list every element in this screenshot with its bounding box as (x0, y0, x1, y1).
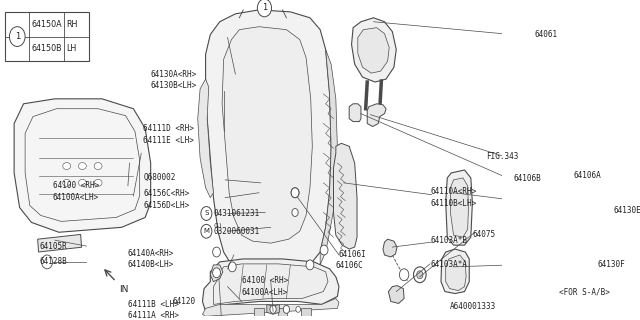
Circle shape (306, 260, 314, 270)
Text: 64111A <RH>: 64111A <RH> (128, 311, 179, 320)
Circle shape (228, 262, 236, 272)
Bar (6, 12, 90, 61)
Polygon shape (202, 299, 339, 316)
Polygon shape (349, 104, 361, 122)
Text: 0431061231: 0431061231 (213, 209, 260, 218)
Text: 1: 1 (262, 4, 267, 12)
Text: 64075: 64075 (472, 230, 495, 239)
Text: FIG.343: FIG.343 (486, 152, 519, 161)
Text: 64111B <LH>: 64111B <LH> (128, 300, 179, 309)
Text: 64106B: 64106B (513, 174, 541, 183)
Text: 64103A*A: 64103A*A (431, 260, 468, 269)
Text: 64130B<LH>: 64130B<LH> (150, 82, 197, 91)
Circle shape (417, 271, 423, 279)
Text: Q680002: Q680002 (143, 173, 176, 182)
Circle shape (292, 209, 298, 216)
Text: 64130A<RH>: 64130A<RH> (150, 70, 197, 79)
Text: LH: LH (67, 44, 77, 53)
Text: 64106A: 64106A (573, 172, 602, 180)
Polygon shape (367, 104, 386, 126)
Polygon shape (213, 264, 328, 304)
Ellipse shape (63, 180, 70, 186)
Text: 64106C: 64106C (335, 261, 363, 270)
Polygon shape (267, 304, 279, 314)
Text: 64061: 64061 (534, 30, 557, 39)
Circle shape (399, 269, 409, 281)
Ellipse shape (94, 163, 102, 170)
Polygon shape (445, 255, 466, 291)
Text: (1): (1) (213, 223, 222, 228)
Text: 64150A: 64150A (31, 20, 62, 29)
Circle shape (201, 224, 212, 238)
Circle shape (270, 305, 276, 313)
Polygon shape (441, 249, 469, 293)
Bar (38, 235, 81, 252)
Text: 64100A<LH>: 64100A<LH> (242, 288, 288, 297)
Text: 64111E <LH>: 64111E <LH> (143, 136, 194, 145)
Circle shape (291, 188, 299, 198)
Text: 64130E: 64130E (614, 206, 640, 215)
Circle shape (291, 188, 299, 198)
Ellipse shape (79, 163, 86, 170)
Text: IN: IN (119, 285, 129, 294)
Circle shape (296, 306, 301, 312)
Circle shape (10, 27, 25, 46)
Polygon shape (211, 265, 223, 282)
Polygon shape (358, 28, 389, 73)
Circle shape (212, 268, 221, 278)
Text: <FOR S-A/B>: <FOR S-A/B> (559, 287, 611, 296)
Text: RH: RH (67, 20, 78, 29)
Text: 64140B<LH>: 64140B<LH> (128, 260, 174, 269)
Polygon shape (388, 286, 404, 303)
Circle shape (257, 0, 271, 17)
Text: 64111D <RH>: 64111D <RH> (143, 124, 194, 133)
Text: 64103A*B: 64103A*B (431, 236, 468, 245)
Text: 64156C<RH>: 64156C<RH> (143, 189, 190, 198)
Polygon shape (14, 99, 150, 232)
Text: 64130F: 64130F (598, 260, 626, 269)
Polygon shape (320, 49, 337, 265)
Polygon shape (445, 170, 472, 245)
Text: 64100 <RH>: 64100 <RH> (52, 181, 99, 190)
Text: 64150B: 64150B (31, 44, 62, 53)
Polygon shape (198, 79, 213, 198)
Polygon shape (25, 109, 140, 221)
Text: 64106I: 64106I (339, 250, 367, 259)
Text: 64120: 64120 (173, 297, 196, 306)
Text: 0320060031: 0320060031 (213, 227, 260, 236)
Polygon shape (383, 239, 397, 257)
Text: 64100 <RH>: 64100 <RH> (242, 276, 288, 285)
Polygon shape (202, 259, 339, 311)
Text: 64140A<RH>: 64140A<RH> (128, 249, 174, 258)
Circle shape (320, 245, 328, 255)
Text: S: S (204, 211, 209, 217)
Text: 64128B: 64128B (39, 257, 67, 267)
Text: M: M (204, 228, 209, 234)
Text: 64105R: 64105R (39, 242, 67, 251)
Circle shape (201, 207, 212, 220)
Ellipse shape (79, 180, 86, 186)
Polygon shape (451, 178, 468, 237)
Ellipse shape (63, 163, 70, 170)
Polygon shape (205, 10, 331, 275)
Bar (301, 308, 311, 316)
Circle shape (284, 305, 289, 313)
Circle shape (212, 247, 221, 257)
Text: 64156D<LH>: 64156D<LH> (143, 201, 190, 210)
Polygon shape (222, 27, 312, 243)
Text: 64110A<RH>: 64110A<RH> (431, 187, 477, 196)
Circle shape (413, 267, 426, 283)
Polygon shape (333, 143, 357, 249)
Text: 1: 1 (15, 32, 20, 41)
Text: 64110B<LH>: 64110B<LH> (431, 199, 477, 208)
Text: A640001333: A640001333 (450, 302, 496, 311)
Text: 64100A<LH>: 64100A<LH> (52, 193, 99, 202)
Ellipse shape (94, 180, 102, 186)
Circle shape (42, 255, 52, 269)
Polygon shape (351, 18, 396, 82)
Bar (278, 308, 287, 316)
Bar (254, 308, 264, 316)
